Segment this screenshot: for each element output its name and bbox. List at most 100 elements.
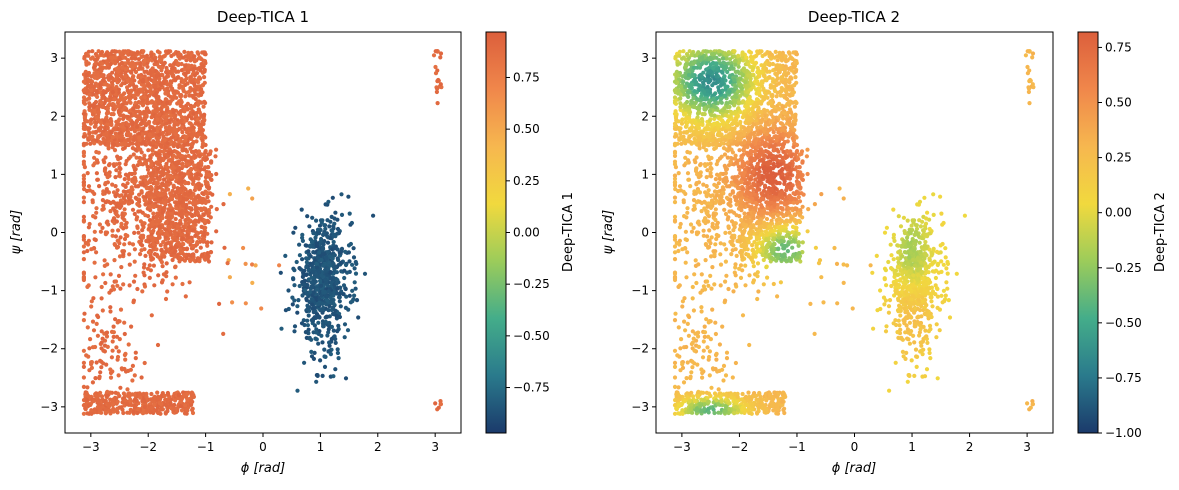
scatter-point	[314, 287, 320, 292]
scatter-point	[82, 54, 87, 60]
scatter-point	[209, 240, 214, 245]
scatter-point	[171, 403, 176, 408]
scatter-point	[120, 81, 125, 86]
scatter-point	[193, 222, 198, 227]
scatter-point	[140, 103, 146, 108]
scatter-point	[304, 260, 309, 265]
scatter-point	[165, 289, 170, 294]
scatter-point	[301, 270, 306, 275]
scatter-point	[155, 73, 160, 78]
x-tick-label: 0	[259, 440, 267, 454]
y-tick-label: −3	[40, 400, 58, 414]
scatter-point	[331, 239, 336, 245]
scatter-point	[167, 118, 172, 123]
scatter-point	[311, 290, 316, 295]
scatter-point	[325, 294, 330, 299]
scatter-point	[97, 222, 102, 227]
scatter-point	[81, 134, 86, 139]
scatter-point	[89, 408, 94, 413]
scatter-point	[193, 58, 198, 63]
scatter-point	[115, 399, 120, 404]
scatter-point	[154, 108, 160, 114]
scatter-point	[314, 330, 319, 335]
scatter-point	[99, 284, 104, 290]
scatter-point	[126, 90, 131, 95]
scatter-point	[110, 228, 115, 233]
scatter-point	[356, 315, 361, 320]
scatter-point	[305, 318, 310, 323]
scatter-point	[194, 78, 199, 83]
x-tick-label: 2	[374, 440, 382, 454]
scatter-point	[193, 96, 198, 102]
scatter-point	[310, 297, 315, 302]
scatter-point	[90, 49, 95, 54]
scatter-point	[132, 52, 137, 57]
scatter-point	[173, 68, 178, 73]
scatter-point	[167, 224, 172, 230]
scatter-point	[133, 100, 138, 106]
scatter-point	[122, 177, 127, 182]
scatter-point	[334, 313, 339, 318]
scatter-point	[110, 233, 115, 238]
scatter-point	[199, 224, 204, 229]
scatter-point	[81, 88, 86, 93]
scatter-point	[349, 220, 354, 226]
scatter-point	[106, 77, 112, 82]
scatter-point	[195, 241, 200, 246]
x-tick-label: −2	[139, 440, 157, 454]
scatter-point	[160, 181, 165, 186]
scatter-point	[128, 367, 133, 372]
scatter-point	[123, 74, 128, 79]
scatter-point	[200, 200, 205, 205]
scatter-point	[123, 67, 128, 72]
scatter-point	[334, 270, 339, 275]
scatter-point	[172, 91, 177, 96]
scatter-points	[81, 49, 444, 416]
scatter-point	[105, 50, 110, 55]
scatter-point	[85, 171, 90, 176]
scatter-point	[342, 322, 348, 327]
scatter-point	[101, 89, 106, 94]
scatter-point	[98, 402, 103, 407]
colorbar-deep-tica-1: −0.75−0.50−0.250.000.250.500.75 Deep-TIC…	[485, 31, 576, 434]
scatter-point	[81, 411, 86, 416]
scatter-point	[172, 126, 177, 131]
scatter-point	[183, 71, 188, 76]
scatter-point	[163, 410, 168, 415]
scatter-point	[112, 97, 117, 102]
scatter-point	[166, 392, 171, 397]
scatter-point	[141, 49, 146, 54]
scatter-point	[193, 233, 198, 238]
scatter-point	[128, 154, 133, 159]
scatter-point	[83, 240, 88, 246]
scatter-point	[168, 191, 173, 196]
scatter-point	[186, 65, 191, 70]
scatter-point	[351, 255, 357, 260]
scatter-point	[81, 79, 86, 84]
scatter-point	[130, 65, 135, 70]
scatter-point	[183, 403, 188, 408]
scatter-point	[351, 246, 356, 251]
scatter-point	[184, 210, 189, 215]
scatter-point	[337, 250, 342, 255]
colorbar-label: Deep-TICA 1	[561, 192, 576, 272]
scatter-point	[106, 87, 111, 93]
scatter-point	[173, 275, 178, 280]
scatter-point	[127, 193, 132, 198]
scatter-point	[130, 378, 135, 383]
scatter-point	[297, 283, 302, 289]
scatter-point	[250, 196, 255, 201]
scatter-point	[87, 104, 92, 110]
scatter-point	[147, 192, 152, 197]
scatter-point	[160, 210, 165, 215]
scatter-point	[201, 207, 206, 212]
scatter-point	[85, 325, 90, 330]
scatter-point	[81, 195, 86, 200]
scatter-point	[121, 391, 126, 396]
scatter-point	[123, 172, 129, 177]
scatter-point	[145, 167, 151, 172]
scatter-point	[160, 264, 165, 269]
scatter-point	[290, 295, 295, 300]
scatter-point	[146, 58, 151, 63]
scatter-point	[201, 197, 206, 202]
